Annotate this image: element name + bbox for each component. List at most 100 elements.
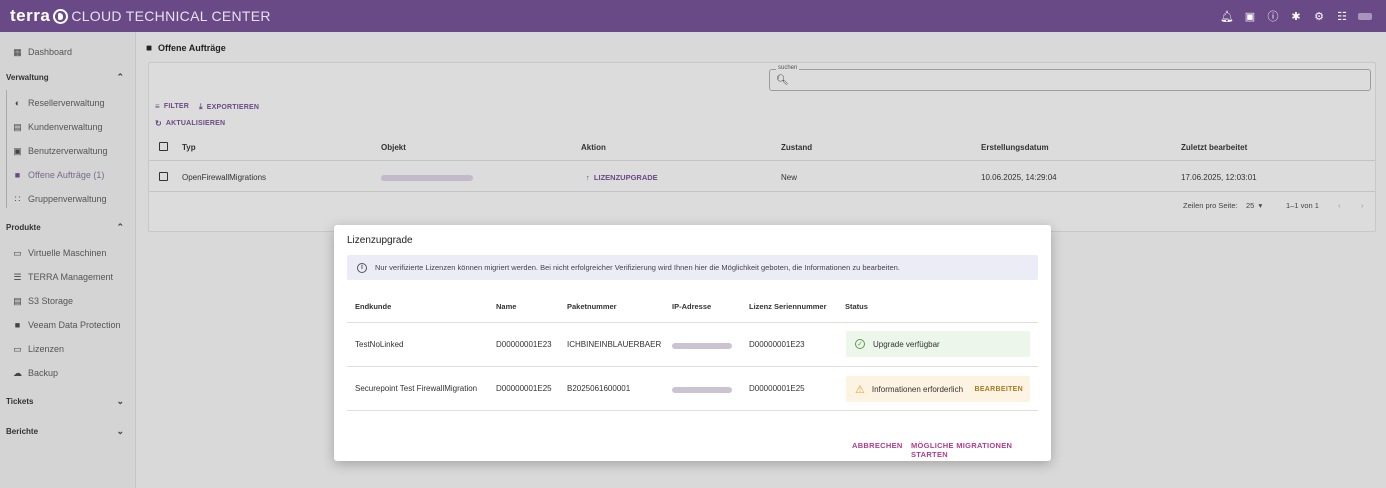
divider <box>347 410 1038 411</box>
sidebar-item-label: Backup <box>28 368 59 378</box>
section-label: Verwaltung <box>6 72 49 82</box>
sidebar-item-label: Gruppenverwaltung <box>28 194 107 204</box>
sidebar-section-tickets[interactable]: Tickets ⌄ <box>0 392 136 410</box>
column-header-aktion[interactable]: Aktion <box>581 143 606 152</box>
sidebar-item-virtuelle-maschinen[interactable]: ▭ Virtuelle Maschinen <box>0 243 136 263</box>
orders-panel: suchen 🔍︎ ≡ FILTER ⤓ EXPORTIEREN ↻ AKTUA… <box>148 62 1376 232</box>
sidebar-item-terra-management[interactable]: ☰ TERRA Management <box>0 267 136 287</box>
sidebar-item-resellerverwaltung[interactable]: ◐ Resellerverwaltung <box>0 93 136 113</box>
globe-icon <box>53 8 69 24</box>
search-icon: 🔍︎ <box>776 75 789 86</box>
sidebar-item-veeam[interactable]: ■ Veeam Data Protection <box>0 315 136 335</box>
license-icon: ▭ <box>13 344 22 354</box>
section-label: Berichte <box>6 426 39 436</box>
column-header-objekt[interactable]: Objekt <box>381 143 406 152</box>
sidebar-item-offene-auftraege[interactable]: ■ Offene Aufträge (1) <box>0 165 136 185</box>
caret-down-icon: ▾ <box>1256 201 1263 210</box>
check-circle-icon: ✓ <box>855 339 865 349</box>
row1-serial: D00000001E23 <box>749 340 805 349</box>
refresh-button[interactable]: ↻ AKTUALISIEREN <box>155 119 225 128</box>
row2-serial: D00000001E25 <box>749 384 805 393</box>
lizenzupgrade-link[interactable]: ↑ LIZENZUPGRADE <box>586 173 658 182</box>
divider <box>347 366 1038 367</box>
rows-per-page-select[interactable]: 25 ▾ <box>1246 201 1262 210</box>
chevron-up-icon: ⌃ <box>116 221 124 232</box>
sidebar-section-produkte[interactable]: Produkte ⌃ <box>0 218 136 236</box>
rows-per-page-value: 25 <box>1246 201 1255 210</box>
user-name-redacted[interactable] <box>1358 12 1372 20</box>
column-header-zuletzt-bearbeitet[interactable]: Zuletzt bearbeitet <box>1181 143 1248 152</box>
logo[interactable]: terra CLOUD TECHNICAL CENTER <box>10 6 271 26</box>
cell-objekt-redacted <box>381 174 473 183</box>
sidebar-item-backup[interactable]: ☁ Backup <box>0 363 136 383</box>
group-icon: ∷ <box>14 194 21 204</box>
row2-paketnummer: B2025061600001 <box>567 384 631 393</box>
sidebar-item-s3-storage[interactable]: ▤ S3 Storage <box>0 291 136 311</box>
cell-erstellungsdatum: 10.06.2025, 14:29:04 <box>981 173 1057 182</box>
prev-page-icon[interactable]: ‹ <box>1338 201 1341 210</box>
bell-icon[interactable]: 🔔︎ <box>1220 10 1234 23</box>
edit-button[interactable]: BEARBEITEN <box>974 385 1023 393</box>
next-page-icon[interactable]: › <box>1361 201 1364 210</box>
row1-ip-redacted <box>672 342 732 351</box>
license-upgrade-dialog: Lizenzupgrade i Nur verifizierte Lizenze… <box>334 225 1051 461</box>
filter-label: FILTER <box>163 103 190 110</box>
select-all-checkbox[interactable] <box>159 142 168 151</box>
group-line <box>6 90 7 208</box>
column-header-status: Status <box>845 302 868 311</box>
sidebar-item-label: Virtuelle Maschinen <box>28 248 107 258</box>
sidebar-item-gruppenverwaltung[interactable]: ∷ Gruppenverwaltung <box>0 189 136 209</box>
gear-icon[interactable]: ⚙ <box>1314 10 1324 23</box>
page-range: 1–1 von 1 <box>1286 201 1319 210</box>
info-text: Nur verifizierte Lizenzen können migrier… <box>375 263 900 272</box>
column-header-typ[interactable]: Typ <box>182 143 196 152</box>
status-badge-info-required: ⚠ Informationen erforderlich BEARBEITEN <box>846 376 1030 402</box>
cancel-button[interactable]: ABBRECHEN <box>852 441 903 450</box>
list-icon: ☰ <box>13 272 22 282</box>
document-icon[interactable]: ▣ <box>1244 10 1256 23</box>
help-icon[interactable]: ⓘ <box>1267 11 1279 23</box>
search-input[interactable]: suchen 🔍︎ <box>769 65 1371 91</box>
sidebar-item-label: S3 Storage <box>28 296 74 306</box>
column-header-zustand[interactable]: Zustand <box>781 143 813 152</box>
column-header-ip: IP-Adresse <box>672 302 712 311</box>
column-header-name: Name <box>496 302 517 311</box>
row2-name: D00000001E25 <box>496 384 552 393</box>
upload-icon: ↑ <box>586 173 594 182</box>
sidebar-section-verwaltung[interactable]: Verwaltung ⌃ <box>0 68 136 86</box>
row1-name: D00000001E23 <box>496 340 552 349</box>
export-button[interactable]: ⤓ EXPORTIEREN <box>199 102 259 112</box>
row2-ip-redacted <box>672 386 732 395</box>
sidebar-item-label: TERRA Management <box>28 272 114 282</box>
sidebar-item-lizenzen[interactable]: ▭ Lizenzen <box>0 339 136 359</box>
row2-endkunde: Securepoint Test FirewallMigration <box>355 384 478 393</box>
divider <box>149 191 1375 192</box>
settings-icon[interactable]: ✱ <box>1291 10 1301 23</box>
sidebar-item-dashboard[interactable]: ▦ Dashboard <box>0 42 136 62</box>
monitor-icon: ▭ <box>13 248 22 258</box>
sidebar-item-benutzerverwaltung[interactable]: ▣ Benutzerverwaltung <box>0 141 136 161</box>
column-header-paketnummer: Paketnummer <box>567 302 617 311</box>
filter-button[interactable]: ≡ FILTER <box>155 102 189 111</box>
reseller-icon: ◐ <box>14 98 21 108</box>
building-icon: ▤ <box>13 122 22 132</box>
row1-paketnummer: ICHBINEINBLAUERBAER <box>567 340 662 349</box>
chevron-down-icon: ⌄ <box>116 395 124 406</box>
dialog-title: Lizenzupgrade <box>347 235 413 246</box>
top-bar: terra CLOUD TECHNICAL CENTER 🔔︎ ▣ ⓘ ✱ ⚙ … <box>0 0 1386 32</box>
sidebar-item-kundenverwaltung[interactable]: ▤ Kundenverwaltung <box>0 117 136 137</box>
qr-icon[interactable]: ☷ <box>1337 10 1347 23</box>
refresh-label: AKTUALISIEREN <box>165 120 226 127</box>
sidebar-section-berichte[interactable]: Berichte ⌄ <box>0 422 136 440</box>
sidebar-item-label: Veeam Data Protection <box>28 320 121 330</box>
sidebar-item-label: Offene Aufträge (1) <box>28 170 105 180</box>
user-card-icon: ▣ <box>13 146 22 156</box>
row-checkbox[interactable] <box>159 172 168 181</box>
search-label: suchen <box>776 65 800 71</box>
column-header-erstellungsdatum[interactable]: Erstellungsdatum <box>981 143 1049 152</box>
info-banner: i Nur verifizierte Lizenzen können migri… <box>347 255 1038 280</box>
start-migrations-button[interactable]: MÖGLICHE MIGRATIONEN STARTEN <box>911 441 1013 459</box>
status-badge-available: ✓ Upgrade verfügbar <box>846 331 1030 357</box>
page-title: ■ Offene Aufträge <box>146 40 226 56</box>
divider <box>347 322 1038 323</box>
